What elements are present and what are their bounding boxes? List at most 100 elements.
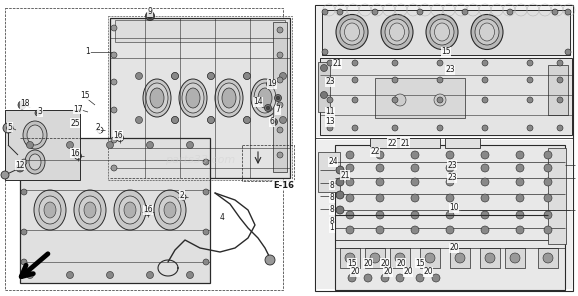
Circle shape [544, 194, 552, 202]
Circle shape [437, 60, 443, 66]
Text: 15: 15 [441, 47, 451, 57]
Polygon shape [538, 248, 558, 268]
Circle shape [565, 49, 571, 55]
Circle shape [376, 211, 384, 219]
Circle shape [111, 107, 117, 113]
Ellipse shape [435, 23, 450, 41]
Circle shape [203, 229, 209, 235]
Circle shape [543, 253, 553, 263]
Polygon shape [20, 138, 210, 283]
Ellipse shape [74, 190, 106, 230]
Ellipse shape [25, 150, 45, 174]
Circle shape [370, 253, 380, 263]
Text: 20: 20 [403, 268, 413, 276]
Circle shape [432, 274, 440, 282]
Circle shape [106, 271, 113, 279]
Polygon shape [322, 10, 570, 55]
Bar [316, 6, 572, 137]
Text: 24: 24 [328, 157, 338, 166]
Circle shape [21, 229, 27, 235]
Circle shape [352, 125, 358, 131]
Polygon shape [5, 110, 80, 180]
Text: 1: 1 [329, 223, 335, 232]
Circle shape [346, 164, 354, 172]
Polygon shape [320, 58, 572, 135]
Circle shape [5, 125, 12, 131]
Circle shape [36, 112, 39, 115]
Circle shape [434, 94, 446, 106]
Circle shape [208, 117, 214, 123]
Circle shape [21, 159, 27, 165]
Text: 23: 23 [325, 78, 335, 86]
Text: 3: 3 [38, 107, 42, 117]
Circle shape [437, 97, 443, 103]
Circle shape [265, 255, 275, 265]
Circle shape [411, 151, 419, 159]
Circle shape [481, 226, 489, 234]
Ellipse shape [344, 23, 360, 41]
Circle shape [510, 253, 520, 263]
Text: 1: 1 [86, 47, 90, 57]
Ellipse shape [44, 202, 56, 218]
Ellipse shape [254, 83, 276, 113]
Text: 6: 6 [269, 118, 275, 126]
Text: 16: 16 [113, 131, 123, 139]
Circle shape [346, 194, 354, 202]
Circle shape [280, 73, 287, 80]
Circle shape [485, 253, 495, 263]
Text: 15: 15 [415, 258, 425, 268]
Text: 8: 8 [329, 194, 335, 202]
Circle shape [268, 82, 272, 86]
Circle shape [516, 164, 524, 172]
Text: 23: 23 [445, 65, 455, 75]
Circle shape [6, 126, 10, 130]
Circle shape [106, 141, 113, 149]
Text: 4: 4 [220, 213, 224, 223]
Circle shape [277, 152, 283, 158]
Circle shape [516, 178, 524, 186]
Ellipse shape [222, 88, 236, 108]
Ellipse shape [475, 19, 499, 45]
Ellipse shape [385, 19, 409, 45]
Circle shape [376, 194, 384, 202]
Circle shape [243, 73, 250, 80]
Circle shape [552, 9, 558, 15]
Circle shape [411, 211, 419, 219]
Ellipse shape [164, 202, 176, 218]
Polygon shape [110, 18, 290, 178]
Ellipse shape [251, 79, 279, 117]
Circle shape [544, 226, 552, 234]
Circle shape [516, 211, 524, 219]
Circle shape [417, 9, 423, 15]
Text: 22: 22 [370, 147, 380, 157]
Text: 2: 2 [180, 191, 184, 200]
Ellipse shape [143, 79, 171, 117]
Circle shape [111, 165, 117, 171]
Circle shape [111, 52, 117, 58]
Circle shape [392, 60, 398, 66]
Circle shape [1, 171, 9, 179]
Circle shape [277, 77, 283, 83]
Circle shape [327, 125, 333, 131]
Circle shape [446, 164, 454, 172]
Circle shape [394, 94, 406, 106]
Circle shape [147, 14, 153, 18]
Text: 8: 8 [329, 181, 335, 189]
Circle shape [482, 125, 488, 131]
Circle shape [172, 117, 179, 123]
Circle shape [275, 94, 281, 102]
Text: 20: 20 [383, 268, 393, 276]
Ellipse shape [258, 88, 272, 108]
Circle shape [346, 226, 354, 234]
Text: 16: 16 [143, 205, 153, 215]
Circle shape [111, 25, 117, 31]
Polygon shape [318, 152, 340, 192]
Circle shape [437, 77, 443, 83]
Circle shape [455, 253, 465, 263]
Circle shape [446, 226, 454, 234]
Ellipse shape [119, 196, 141, 224]
Text: 5: 5 [8, 123, 13, 131]
Circle shape [376, 178, 384, 186]
Circle shape [327, 97, 333, 103]
Circle shape [446, 211, 454, 219]
